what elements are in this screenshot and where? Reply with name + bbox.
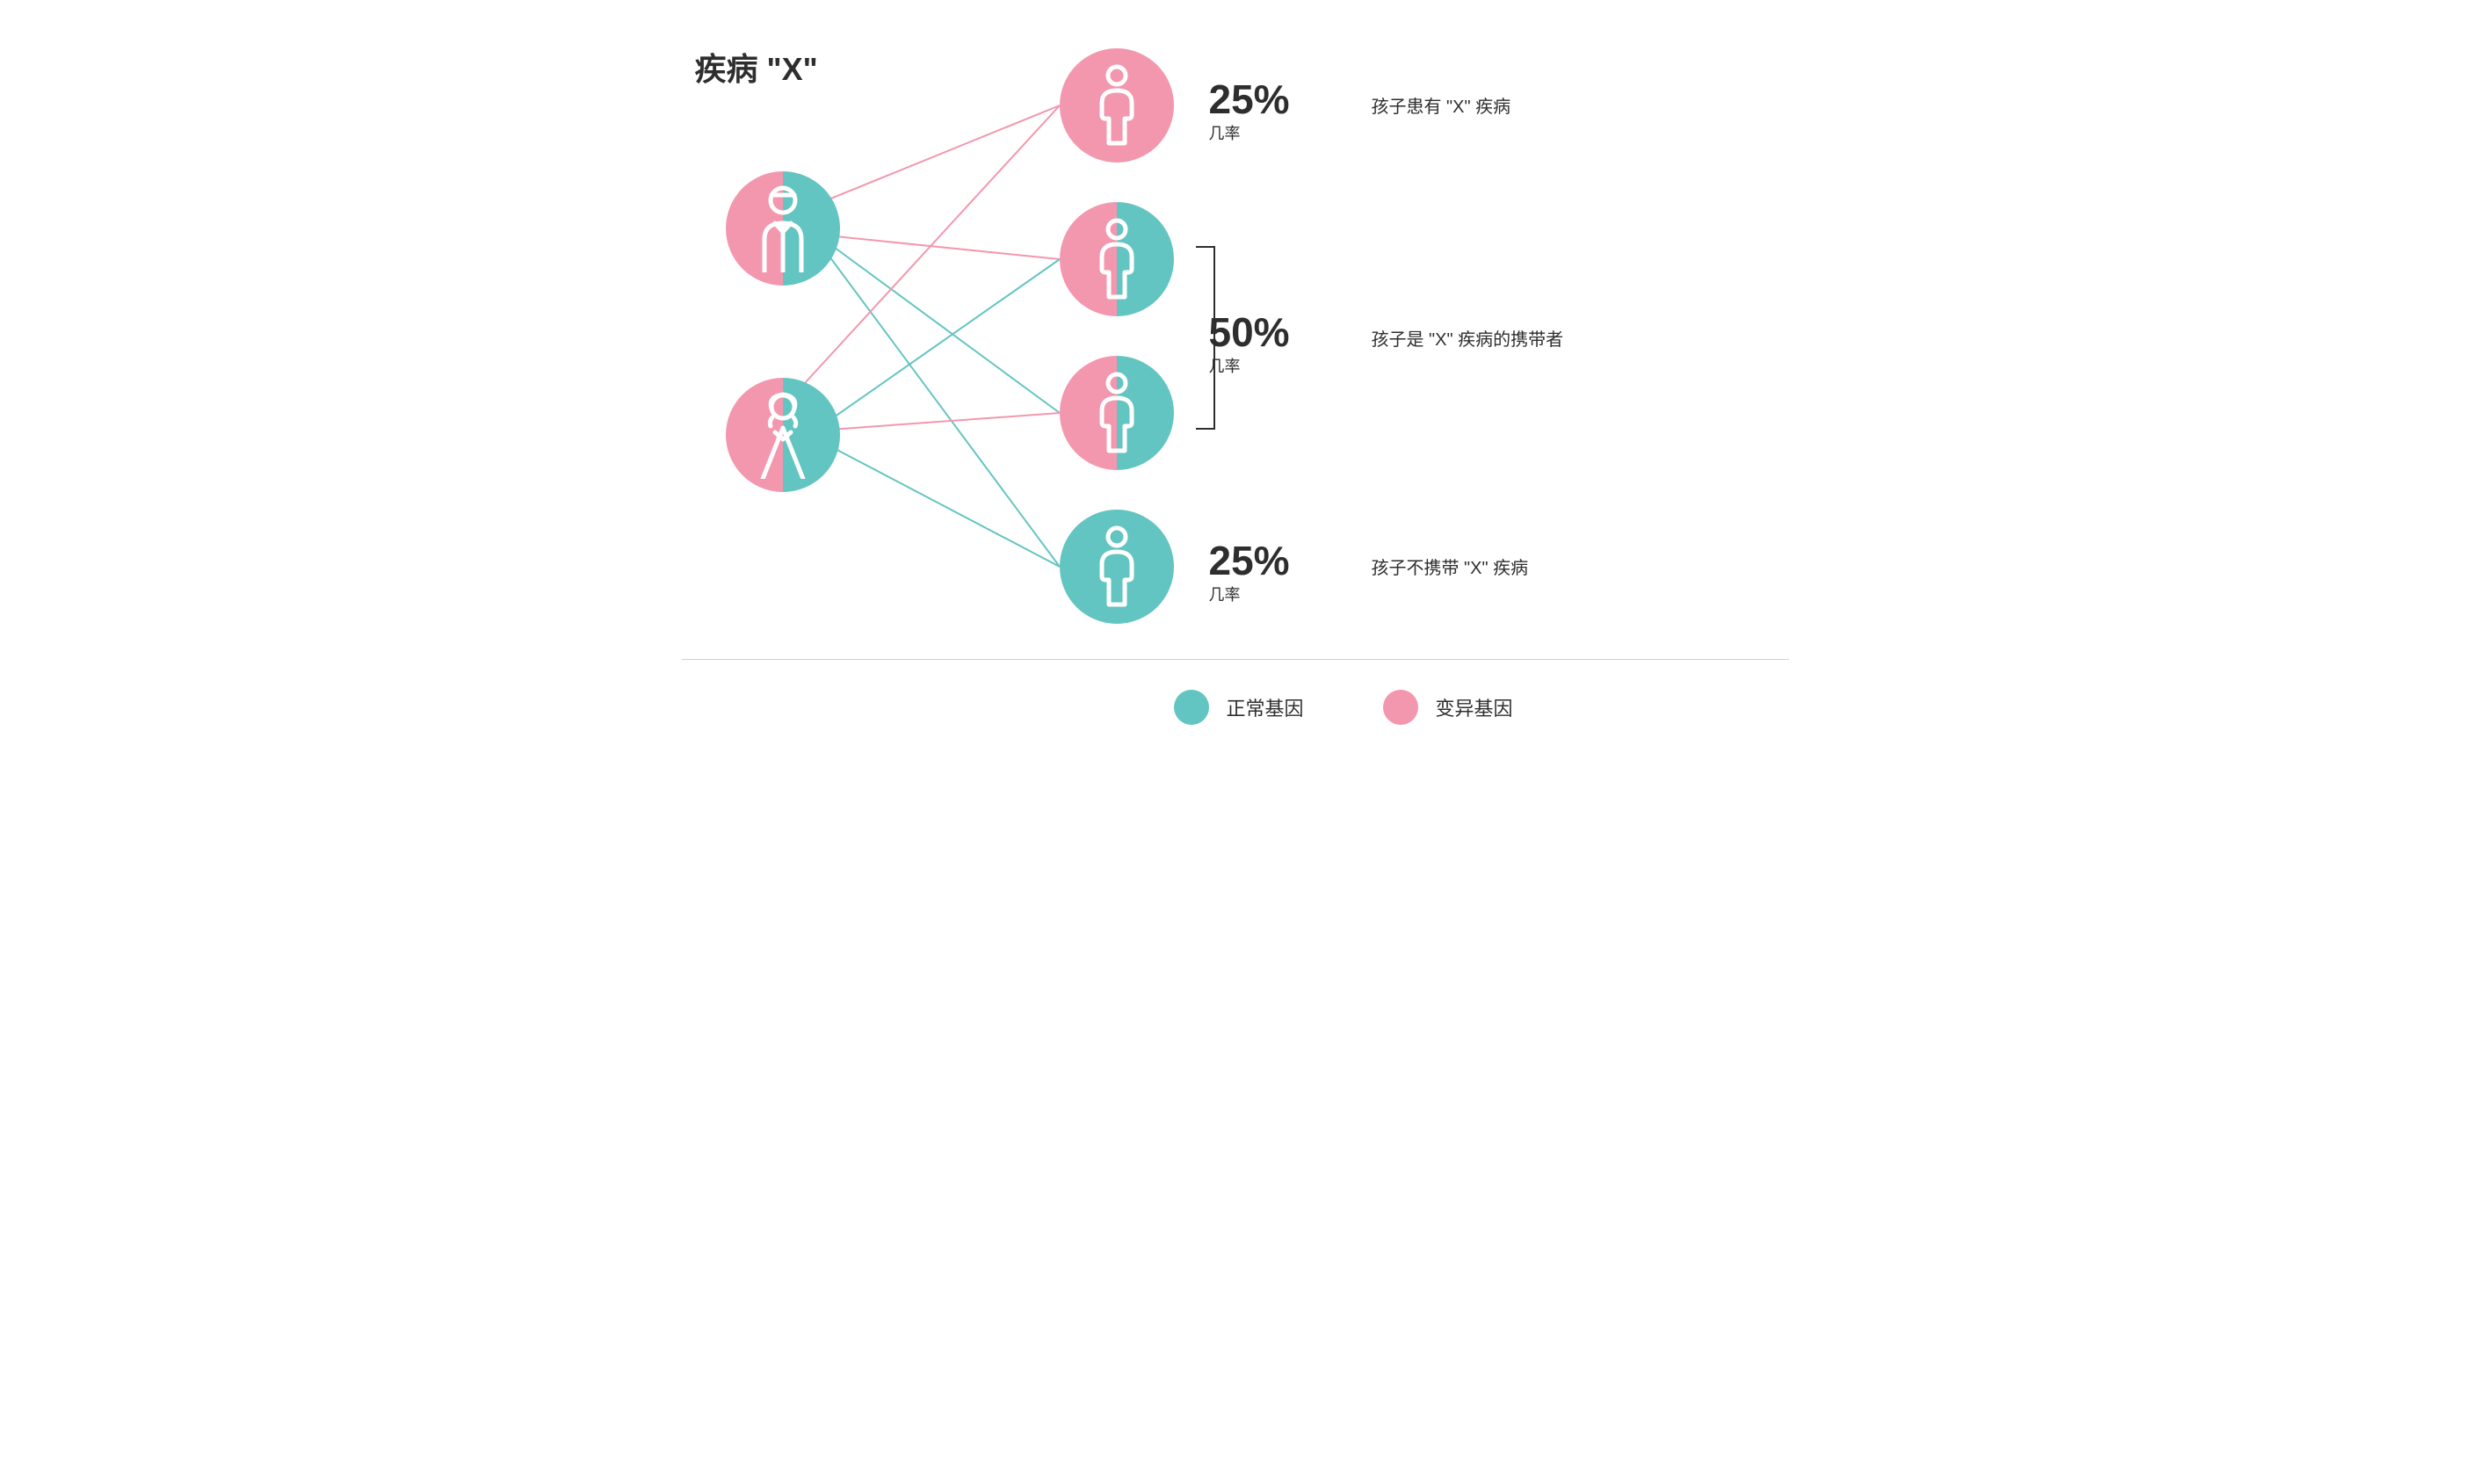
legend-label: 变异基因 <box>1436 693 1513 721</box>
percentage: 25% <box>1209 79 1290 119</box>
legend-swatch <box>1383 690 1418 725</box>
chance-label: 几率 <box>1209 121 1290 144</box>
divider <box>682 659 1789 660</box>
inheritance-diagram: 疾病 "X" <box>620 0 1851 739</box>
stat-50-carrier: 50% 几率 <box>1209 312 1290 377</box>
stat-25-clear: 25% 几率 <box>1209 540 1290 605</box>
stat-25-affected: 25% 几率 <box>1209 79 1290 144</box>
stat-25-affected-desc: 孩子患有 "X" 疾病 <box>1372 92 1511 118</box>
percentage: 50% <box>1209 312 1290 352</box>
legend-label: 正常基因 <box>1227 693 1304 721</box>
stat-25-clear-desc: 孩子不携带 "X" 疾病 <box>1372 554 1529 579</box>
gene-line <box>808 259 1060 435</box>
child-carrier-1 <box>1060 202 1174 316</box>
percentage: 25% <box>1209 540 1290 581</box>
child-affected <box>1060 48 1174 163</box>
legend: 正常基因 变异基因 <box>1174 690 1513 725</box>
legend-item: 变异基因 <box>1383 690 1513 725</box>
diagram-title: 疾病 "X" <box>695 44 818 90</box>
stat-50-carrier-desc: 孩子是 "X" 疾病的携带者 <box>1372 325 1564 351</box>
chance-label: 几率 <box>1209 354 1290 377</box>
child-unaffected <box>1060 510 1174 624</box>
legend-item: 正常基因 <box>1174 690 1304 725</box>
father <box>726 171 840 286</box>
mother <box>726 378 840 492</box>
gene-line <box>808 228 1060 567</box>
legend-swatch <box>1174 690 1209 725</box>
chance-label: 几率 <box>1209 583 1290 605</box>
child-carrier-2 <box>1060 356 1174 470</box>
gene-line <box>808 228 1060 413</box>
gene-line <box>808 435 1060 567</box>
